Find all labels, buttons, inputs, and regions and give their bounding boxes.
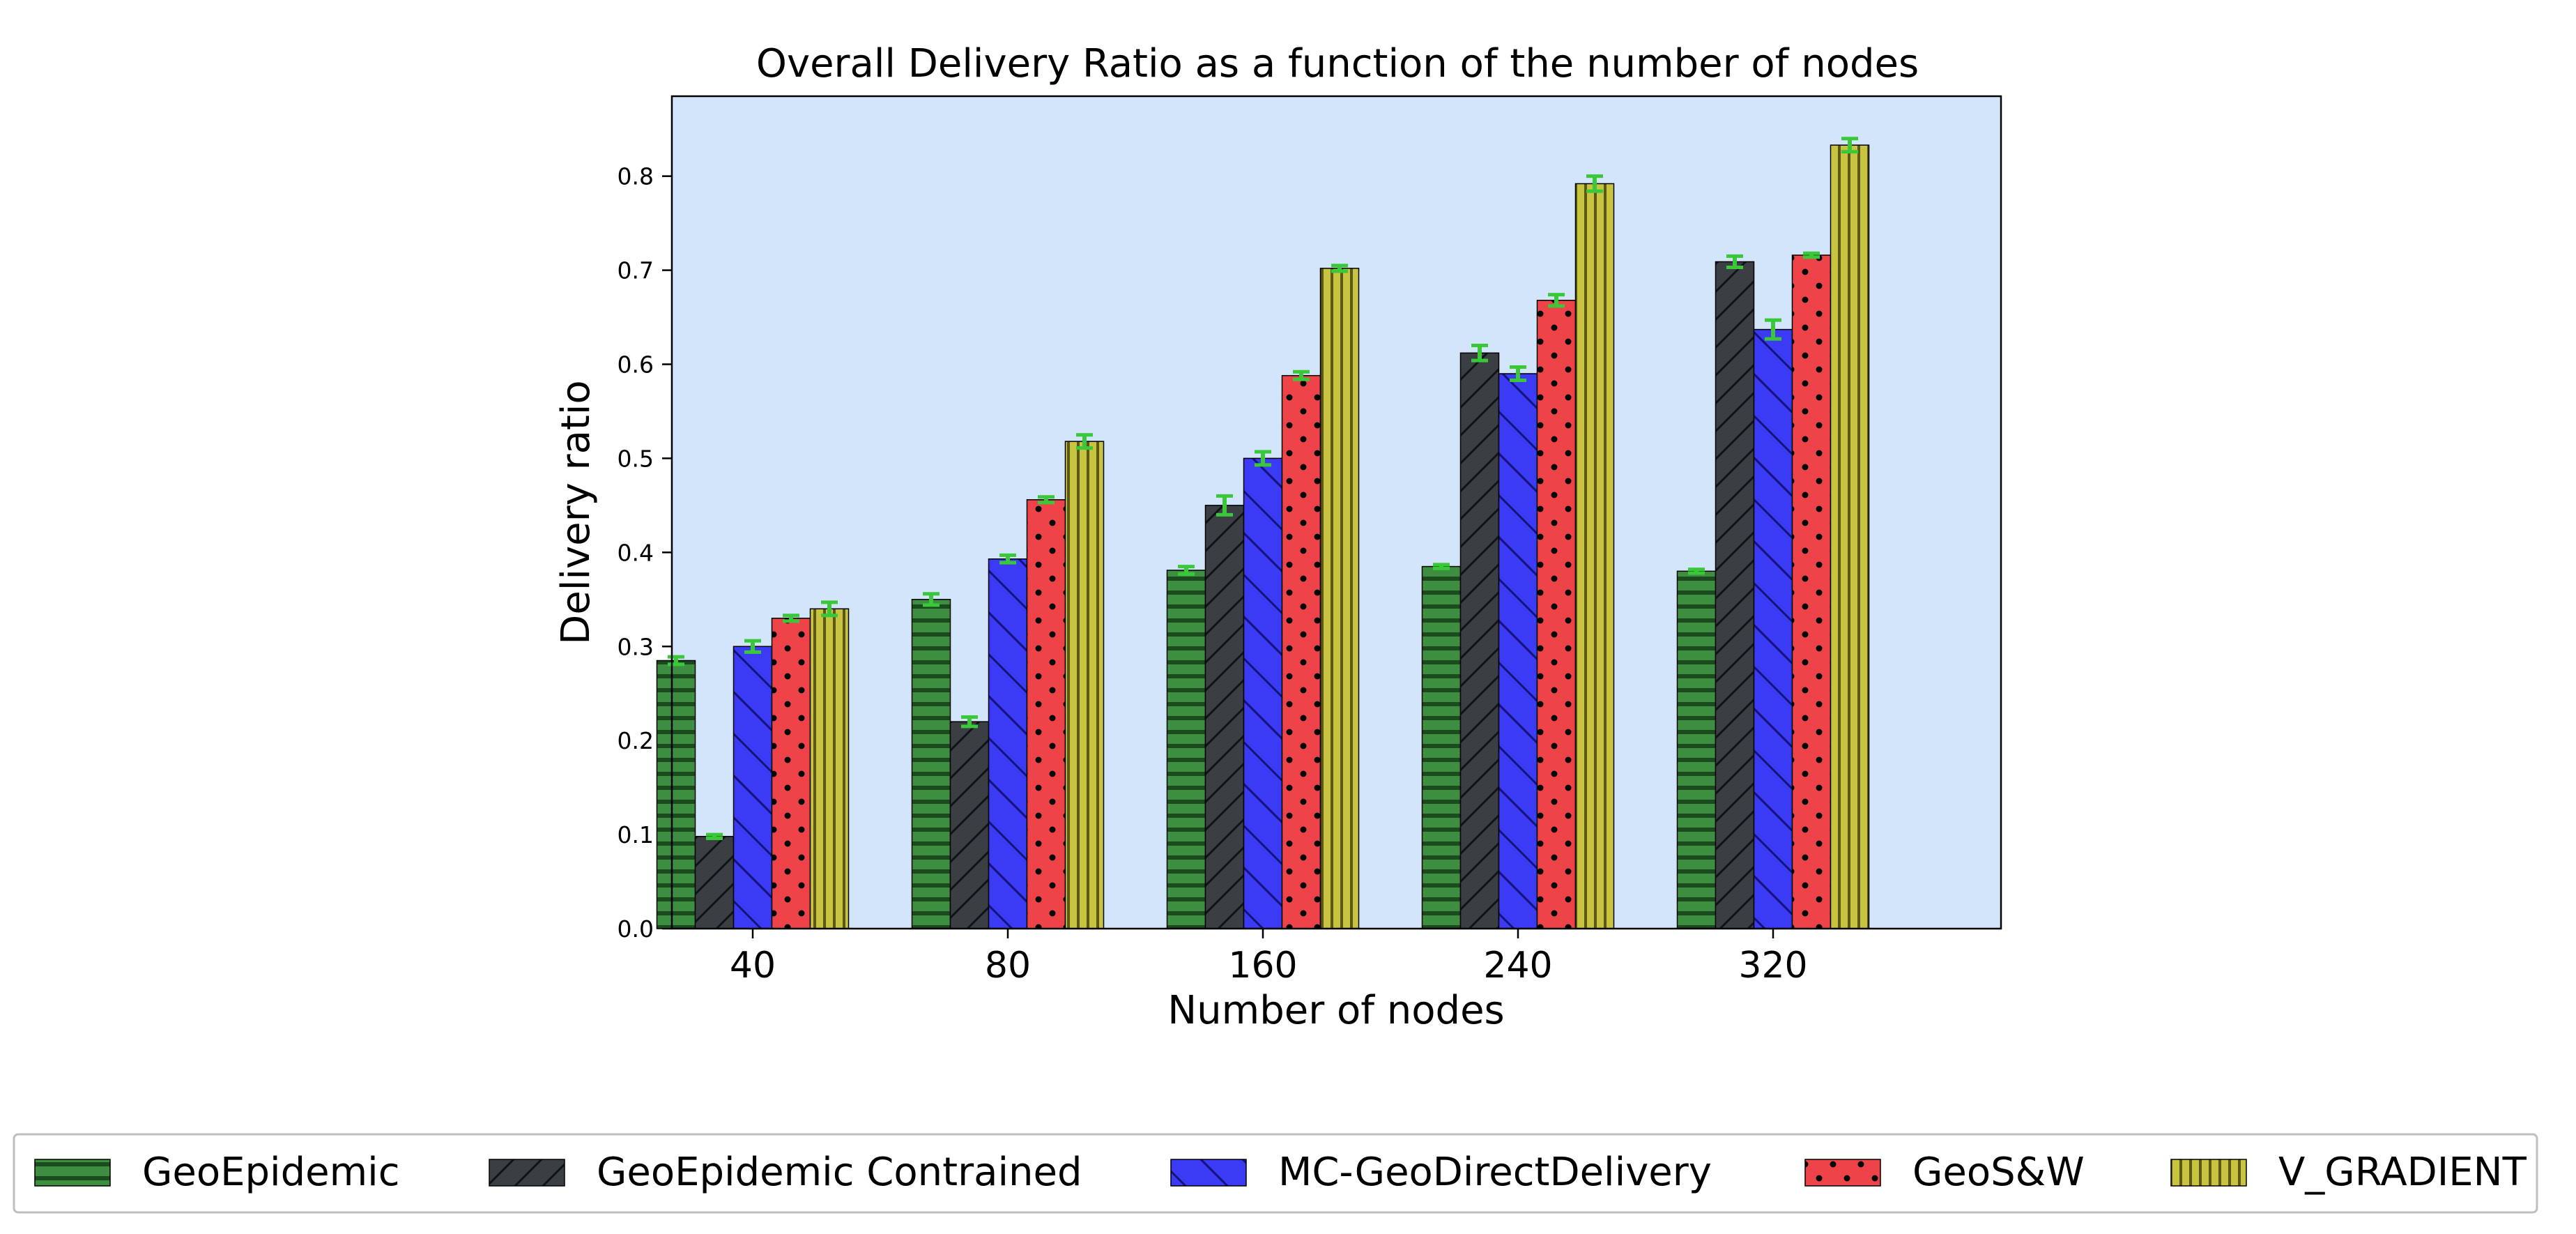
bar-v-gradient-320 [1830, 144, 1870, 929]
plot-frame [670, 95, 2002, 930]
bar-mc-geodirectdelivery-240 [1498, 373, 1538, 929]
y-tick-label-5: 0.5 [618, 445, 654, 472]
bar-v-gradient-240 [1574, 183, 1615, 929]
legend-label-geoepidemic: GeoEpidemic [142, 1150, 400, 1195]
x-tick-label-80: 80 [985, 945, 1031, 987]
x-tick-label-320: 320 [1738, 945, 1807, 987]
legend-label-geoepidemic-contrained: GeoEpidemic Contrained [597, 1150, 1082, 1195]
bar-geoepidemic-80 [911, 599, 951, 929]
y-tick-label-3: 0.3 [618, 633, 654, 660]
bar-geos-w-80 [1026, 499, 1066, 929]
y-tick-label-2: 0.2 [618, 727, 654, 754]
x-tick-label-240: 240 [1483, 945, 1552, 987]
legend-swatch-mc-geodirectdelivery [1170, 1159, 1247, 1187]
legend-label-geos-w: GeoS&W [1912, 1150, 2085, 1195]
bar-mc-geodirectdelivery-80 [988, 558, 1028, 929]
y-tick-label-0: 0.0 [618, 915, 654, 943]
bar-geoepidemic-contrained-240 [1459, 352, 1500, 929]
legend-swatch-geoepidemic-contrained [489, 1159, 565, 1187]
bar-geoepidemic-contrained-40 [694, 836, 735, 929]
y-tick-label-7: 0.7 [618, 257, 654, 284]
bar-mc-geodirectdelivery-40 [733, 646, 773, 929]
x-axis-label: Number of nodes [1167, 988, 1504, 1033]
x-tick-label-40: 40 [730, 945, 776, 987]
y-tick-label-8: 0.8 [618, 163, 654, 190]
legend-swatch-v-gradient [2170, 1159, 2247, 1187]
bar-geoepidemic-40 [656, 660, 696, 929]
bar-v-gradient-40 [809, 608, 850, 929]
bar-geos-w-320 [1791, 254, 1832, 929]
chart-title: Overall Delivery Ratio as a function of … [756, 41, 1919, 86]
bar-geoepidemic-contrained-320 [1715, 261, 1755, 929]
bar-v-gradient-80 [1064, 441, 1105, 929]
y-tick-label-4: 0.4 [618, 539, 654, 566]
bar-v-gradient-160 [1319, 268, 1360, 929]
bar-mc-geodirectdelivery-160 [1243, 457, 1283, 929]
legend-box [13, 1133, 2538, 1214]
legend-label-v-gradient: V_GRADIENT [2278, 1150, 2527, 1195]
legend-label-mc-geodirectdelivery: MC-GeoDirectDelivery [1278, 1150, 1712, 1195]
legend-swatch-geos-w [1804, 1159, 1881, 1187]
y-tick-label-6: 0.6 [618, 351, 654, 379]
bar-geoepidemic-contrained-160 [1204, 505, 1245, 929]
legend-swatch-geoepidemic [34, 1159, 111, 1187]
x-tick-label-160: 160 [1228, 945, 1297, 987]
bar-geos-w-40 [771, 618, 811, 929]
bar-mc-geodirectdelivery-320 [1753, 328, 1793, 929]
bar-geos-w-160 [1281, 374, 1321, 929]
bar-geoepidemic-160 [1166, 570, 1206, 929]
bar-geoepidemic-320 [1676, 570, 1717, 929]
bar-geoepidemic-contrained-80 [949, 721, 990, 929]
y-axis-label: Delivery ratio [553, 380, 599, 644]
y-tick-label-1: 0.1 [618, 821, 654, 848]
bar-geoepidemic-240 [1421, 565, 1462, 929]
legend: GeoEpidemic GeoEpidemic Contrained MC-GeoD… [13, 1133, 2538, 1214]
bar-geos-w-240 [1536, 300, 1577, 929]
